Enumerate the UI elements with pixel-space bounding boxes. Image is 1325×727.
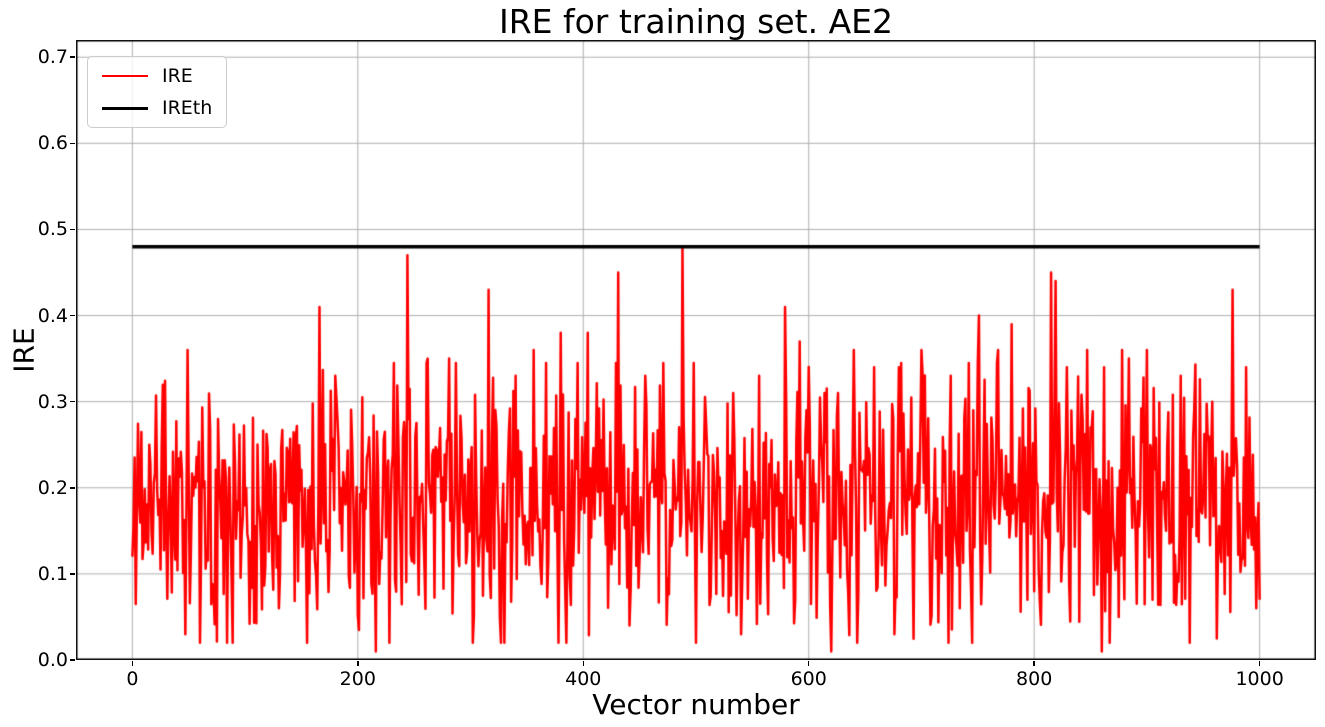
y-tick-label: 0.6 bbox=[37, 132, 68, 155]
legend: IRE IREth bbox=[87, 56, 228, 128]
y-axis-label: IRE bbox=[7, 327, 41, 373]
x-tick-mark bbox=[131, 661, 134, 666]
x-axis-label: Vector number bbox=[592, 688, 800, 721]
y-tick-mark bbox=[70, 314, 75, 317]
legend-entry-IRE: IRE bbox=[102, 66, 212, 86]
y-tick-mark bbox=[70, 659, 75, 661]
y-tick-label: 0.2 bbox=[37, 476, 68, 499]
y-tick-label: 0.0 bbox=[37, 649, 68, 671]
y-tick-label: 0.3 bbox=[37, 390, 68, 413]
legend-label: IRE bbox=[162, 64, 193, 87]
y-tick-mark bbox=[70, 142, 75, 145]
y-tick-label: 0.5 bbox=[37, 218, 68, 241]
x-tick-mark bbox=[357, 661, 359, 666]
y-tick-label: 0.1 bbox=[37, 562, 68, 585]
x-tick-mark bbox=[582, 661, 585, 666]
x-tick-label: 200 bbox=[339, 668, 376, 690]
chart-title: IRE for training set. AE2 bbox=[498, 2, 894, 41]
legend-line-sample bbox=[102, 106, 148, 110]
x-tick-mark bbox=[807, 661, 810, 666]
x-tick-label: 800 bbox=[1016, 668, 1053, 690]
x-tick-mark bbox=[1033, 661, 1035, 666]
x-tick-label: 400 bbox=[565, 668, 602, 690]
y-tick-mark bbox=[70, 573, 75, 575]
legend-label: IREth bbox=[162, 96, 213, 119]
plot-area bbox=[76, 40, 1316, 660]
y-tick-label: 0.4 bbox=[37, 304, 68, 327]
x-tick-label: 0 bbox=[126, 668, 139, 690]
x-tick-mark bbox=[1258, 661, 1261, 666]
x-tick-label: 1000 bbox=[1235, 668, 1284, 690]
y-tick-mark bbox=[70, 487, 75, 489]
legend-entry-IREth: IREth bbox=[102, 98, 212, 118]
y-tick-mark bbox=[70, 400, 75, 403]
y-tick-label: 0.7 bbox=[37, 46, 68, 69]
plot-canvas bbox=[76, 40, 1316, 660]
x-tick-label: 600 bbox=[790, 668, 827, 690]
y-tick-mark bbox=[70, 228, 75, 231]
legend-line-sample bbox=[102, 75, 148, 77]
y-tick-mark bbox=[70, 56, 75, 58]
